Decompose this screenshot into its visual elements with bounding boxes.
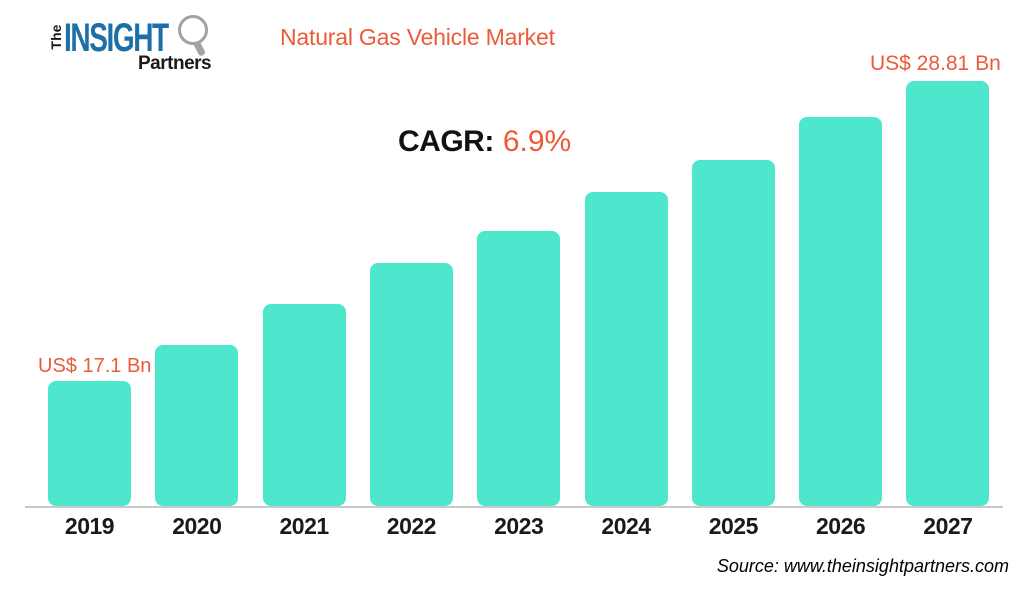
- logo: The INSIGHT Partners: [24, 4, 224, 74]
- bar-2020: [155, 345, 239, 506]
- x-tick-2024: 2024: [601, 513, 651, 539]
- bar-2025: [691, 160, 775, 506]
- x-tick-2022: 2022: [386, 513, 437, 539]
- cagr-label: CAGR:: [398, 125, 494, 158]
- bar-2023: [477, 231, 561, 506]
- data-label-2019: US$ 17.1 Bn: [38, 355, 152, 377]
- x-tick-2025: 2025: [708, 513, 759, 539]
- bar-2027: [906, 81, 990, 506]
- x-tick-2026: 2026: [816, 513, 866, 539]
- x-tick-2027: 2027: [923, 513, 973, 539]
- cagr-value: 6.9%: [502, 125, 572, 158]
- bar-2021: [262, 304, 346, 506]
- bar-2019: [48, 381, 131, 506]
- logo-insight-text: INSIGHT: [64, 16, 169, 60]
- source-text: Source: www.theinsightpartners.com: [716, 556, 1009, 576]
- x-axis-line: [25, 506, 1003, 508]
- x-tick-2021: 2021: [279, 513, 330, 539]
- x-tick-2019: 2019: [64, 513, 115, 539]
- bar-2026: [799, 117, 883, 506]
- bar-2022: [369, 263, 453, 506]
- x-tick-2023: 2023: [494, 513, 544, 539]
- cagr-annotation: CAGR: 6.9%: [398, 125, 571, 159]
- bar-2024: [584, 192, 668, 506]
- magnifier-icon: [178, 15, 208, 45]
- logo-partners-text: Partners: [138, 53, 212, 74]
- x-tick-2020: 2020: [172, 513, 222, 539]
- chart-title: Natural Gas Vehicle Market: [280, 24, 555, 50]
- data-label-2027: US$ 28.81 Bn: [870, 52, 1001, 75]
